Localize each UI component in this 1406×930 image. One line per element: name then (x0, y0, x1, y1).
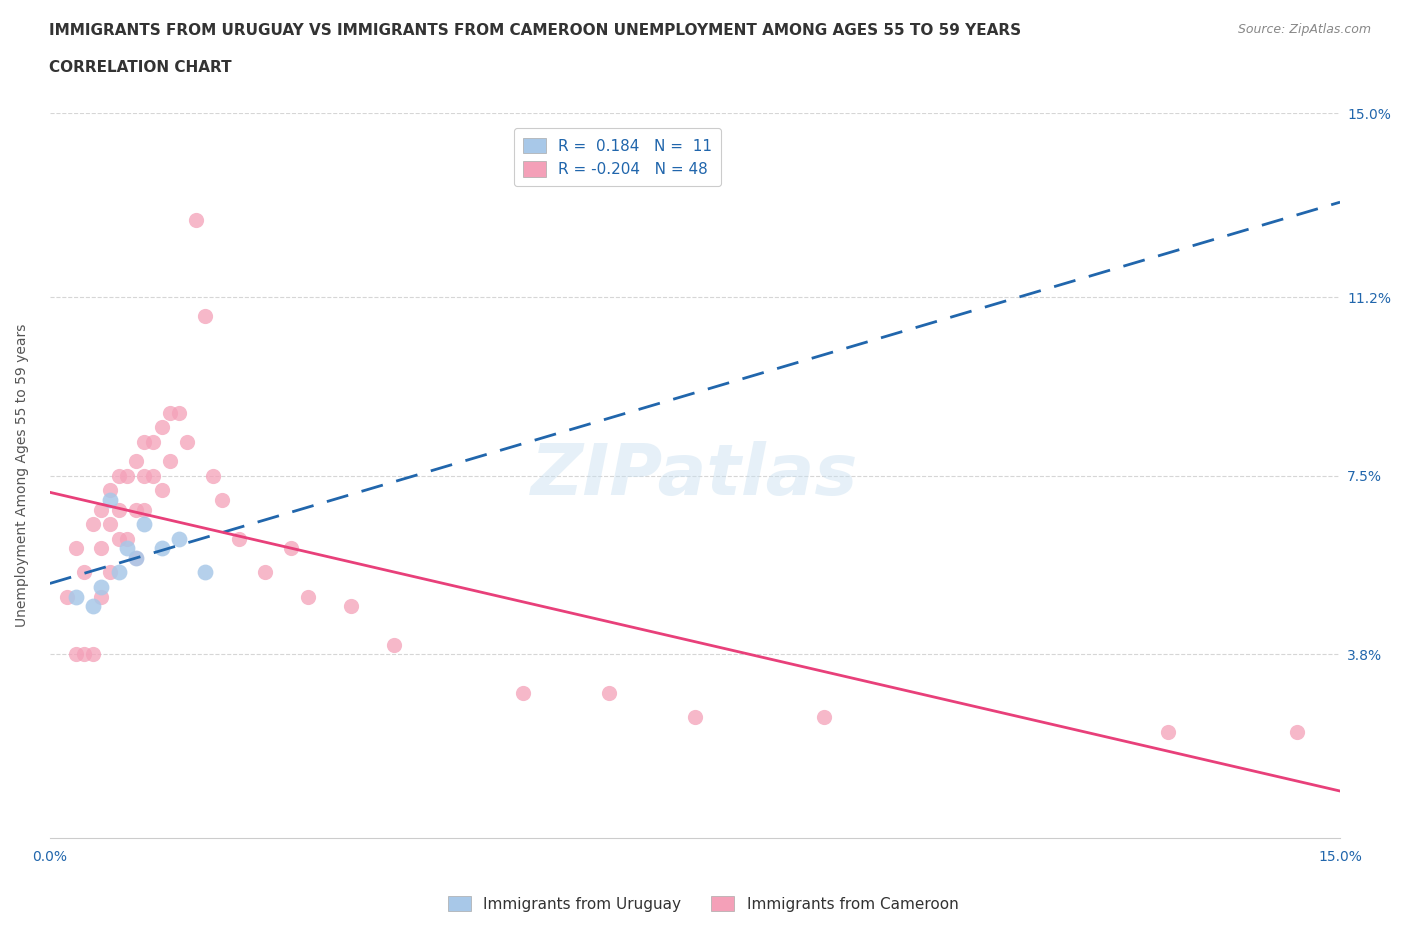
Point (82, 517, 104, 532)
Point (150, 420, 173, 435)
Point (73, 647, 96, 662)
Point (65, 540, 87, 555)
Point (117, 531, 139, 546)
Point (125, 502, 148, 517)
Point (82, 647, 104, 662)
Point (813, 710, 835, 724)
Point (98, 483, 121, 498)
Point (142, 469, 165, 484)
Point (125, 551, 148, 565)
Point (65, 589, 87, 604)
Point (167, 531, 190, 546)
Point (98, 493, 121, 508)
Point (134, 434, 156, 449)
Point (73, 565, 96, 579)
Point (142, 434, 165, 449)
Point (340, 599, 363, 614)
Point (125, 454, 148, 469)
Point (90, 589, 112, 604)
Point (107, 531, 129, 546)
Point (65, 647, 87, 662)
Point (382, 637, 405, 652)
Point (1157, 724, 1180, 739)
Text: ZIPatlas: ZIPatlas (531, 441, 859, 511)
Text: IMMIGRANTS FROM URUGUAY VS IMMIGRANTS FROM CAMEROON UNEMPLOYMENT AMONG AGES 55 T: IMMIGRANTS FROM URUGUAY VS IMMIGRANTS FR… (49, 23, 1021, 38)
Y-axis label: Unemployment Among Ages 55 to 59 years: Unemployment Among Ages 55 to 59 years (15, 324, 30, 628)
Point (117, 540, 139, 555)
Point (90, 502, 112, 517)
Point (194, 565, 217, 579)
Point (228, 531, 250, 546)
Point (598, 685, 620, 700)
Legend: R =  0.184   N =  11, R = -0.204   N = 48: R = 0.184 N = 11, R = -0.204 N = 48 (513, 128, 721, 186)
Point (117, 469, 139, 484)
Point (512, 685, 534, 700)
Point (297, 589, 319, 604)
Text: CORRELATION CHART: CORRELATION CHART (49, 60, 232, 75)
Point (134, 517, 156, 532)
Point (194, 309, 217, 324)
Text: Source: ZipAtlas.com: Source: ZipAtlas.com (1237, 23, 1371, 36)
Point (107, 565, 129, 579)
Point (150, 540, 173, 555)
Point (211, 493, 233, 508)
Point (134, 469, 156, 484)
Point (150, 483, 173, 498)
Point (202, 469, 225, 484)
Point (184, 212, 207, 227)
Point (280, 540, 302, 555)
Point (90, 540, 112, 555)
Point (56, 589, 79, 604)
Point (107, 469, 129, 484)
Point (176, 434, 198, 449)
Point (167, 405, 190, 420)
Point (159, 405, 181, 420)
Point (82, 599, 104, 614)
Point (98, 565, 121, 579)
Point (683, 710, 706, 724)
Point (125, 551, 148, 565)
Point (90, 579, 112, 594)
Point (253, 565, 276, 579)
Point (134, 502, 156, 517)
Point (98, 517, 121, 532)
Point (159, 454, 181, 469)
Point (1286, 724, 1309, 739)
Point (107, 502, 129, 517)
Legend: Immigrants from Uruguay, Immigrants from Cameroon: Immigrants from Uruguay, Immigrants from… (441, 889, 965, 918)
